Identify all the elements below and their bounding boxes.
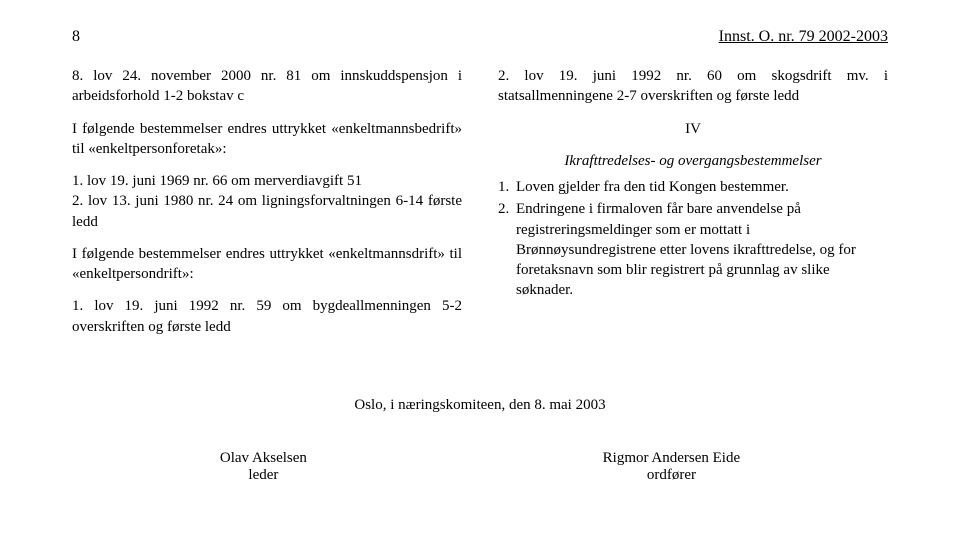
list-item: 2. lov 13. juni 1980 nr. 24 om ligningsf… — [72, 191, 462, 232]
numbered-item: 2. Endringene i firmaloven får bare anve… — [498, 199, 888, 300]
signature-left: Olav Akselsen leder — [220, 450, 307, 484]
item-text: Endringene i firmaloven får bare anvende… — [516, 199, 888, 300]
item-number: 1. — [498, 177, 516, 197]
signer-name: Olav Akselsen — [220, 450, 307, 467]
list-item: 1. lov 19. juni 1992 nr. 59 om bygdeallm… — [72, 296, 462, 337]
signer-role: ordfører — [603, 467, 740, 484]
paragraph: I følgende bestemmelser endres uttrykket… — [72, 119, 462, 160]
paragraph: 8. lov 24. november 2000 nr. 81 om innsk… — [72, 66, 462, 107]
right-column: 2. lov 19. juni 1992 nr. 60 om skogsdrif… — [498, 66, 888, 337]
doc-title: Innst. O. nr. 79 2002-2003 — [719, 28, 888, 46]
section-roman: IV — [498, 119, 888, 139]
signature-right: Rigmor Andersen Eide ordfører — [603, 450, 740, 484]
list-item: 1. lov 19. juni 1969 nr. 66 om merverdia… — [72, 171, 462, 191]
committee-line: Oslo, i næringskomiteen, den 8. mai 2003 — [72, 397, 888, 414]
section-title: Ikrafttredelses- og overgangsbestemmelse… — [498, 151, 888, 171]
item-text: Loven gjelder fra den tid Kongen bestemm… — [516, 177, 888, 197]
page-number: 8 — [72, 28, 80, 46]
paragraph: I følgende bestemmelser endres uttrykket… — [72, 244, 462, 285]
page-header: 8 Innst. O. nr. 79 2002-2003 — [72, 28, 888, 46]
two-column-body: 8. lov 24. november 2000 nr. 81 om innsk… — [72, 66, 888, 337]
left-column: 8. lov 24. november 2000 nr. 81 om innsk… — [72, 66, 462, 337]
signer-name: Rigmor Andersen Eide — [603, 450, 740, 467]
list-item: 2. lov 19. juni 1992 nr. 60 om skogsdrif… — [498, 66, 888, 107]
numbered-item: 1. Loven gjelder fra den tid Kongen best… — [498, 177, 888, 197]
item-number: 2. — [498, 199, 516, 300]
signatures: Olav Akselsen leder Rigmor Andersen Eide… — [72, 450, 888, 484]
signer-role: leder — [220, 467, 307, 484]
